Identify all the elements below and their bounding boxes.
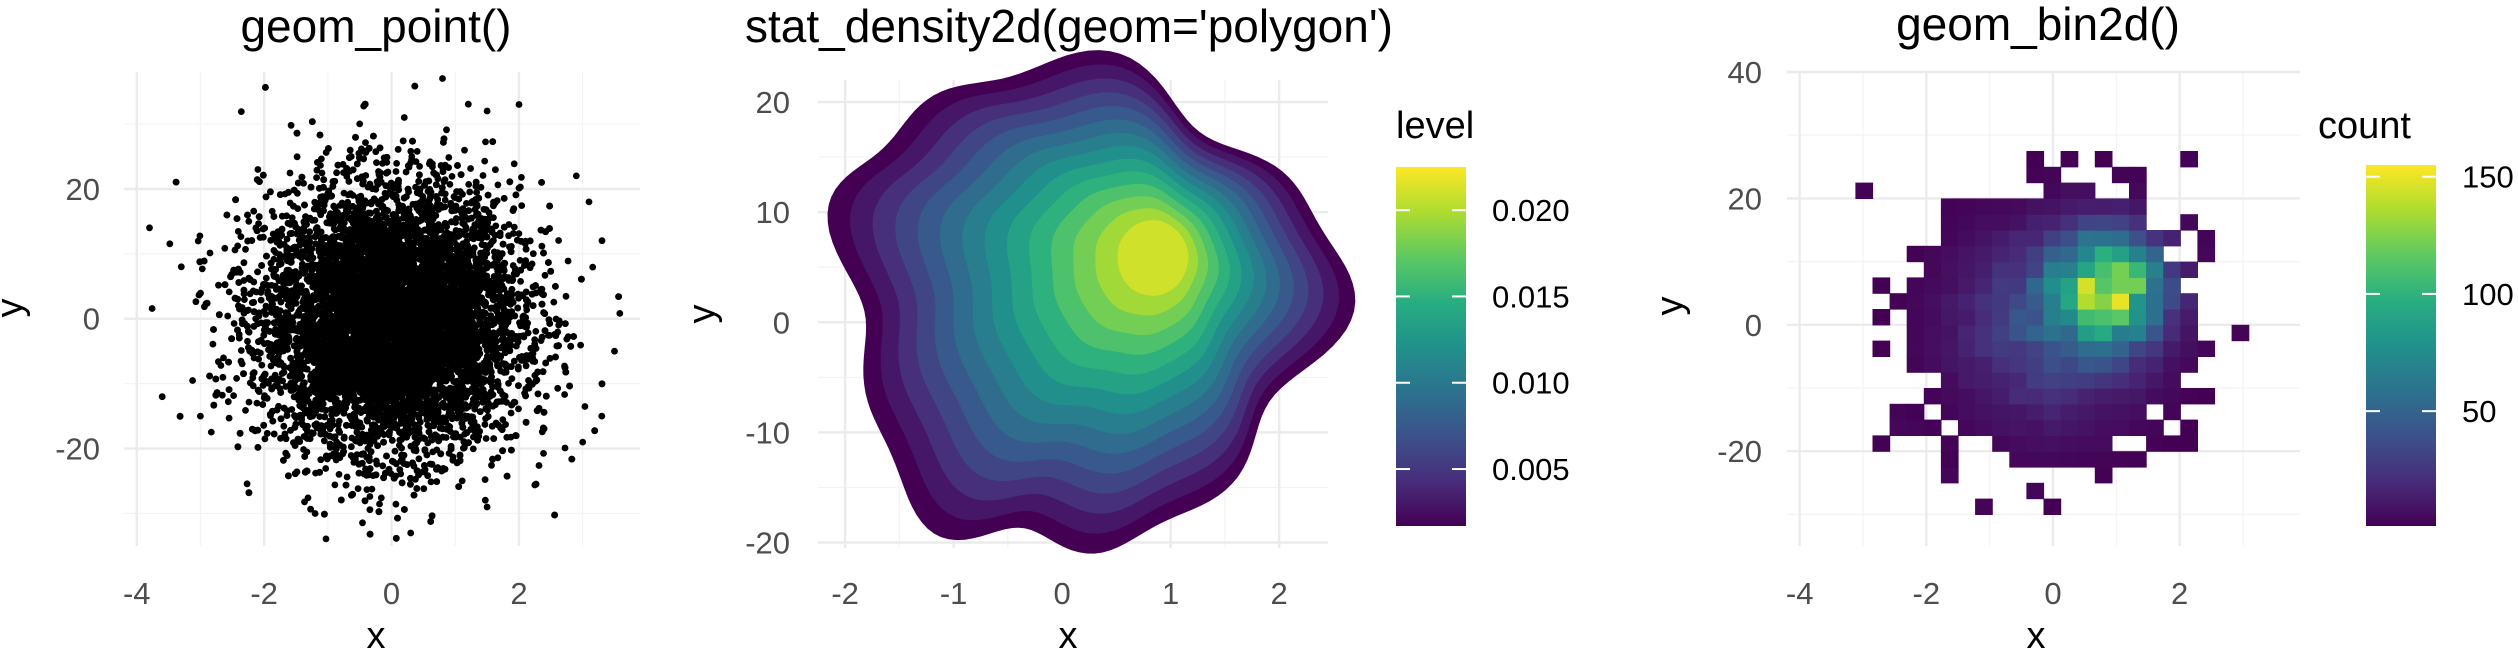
panel-1-points (146, 75, 624, 543)
data-point (286, 169, 294, 177)
data-point (396, 466, 404, 473)
data-point (280, 422, 288, 430)
data-point (393, 160, 400, 167)
data-point (258, 361, 266, 369)
data-point (219, 373, 227, 381)
data-point (322, 465, 330, 472)
data-point (322, 535, 330, 543)
data-point (261, 435, 269, 443)
data-point (245, 218, 253, 225)
data-point (589, 263, 597, 271)
data-point (461, 146, 468, 154)
data-point (518, 202, 526, 210)
data-point (464, 100, 472, 108)
data-point (561, 444, 569, 452)
data-point (148, 305, 156, 312)
data-point (482, 435, 490, 442)
data-point (218, 391, 226, 399)
data-point (225, 414, 233, 422)
data-point (293, 153, 301, 161)
data-point (494, 454, 502, 462)
data-point (407, 147, 415, 155)
data-point (259, 233, 267, 241)
data-point (363, 486, 371, 493)
data-point (349, 192, 357, 199)
panel-1-title: geom_point() (240, 0, 511, 52)
data-point (166, 240, 174, 248)
data-point (529, 250, 537, 258)
data-point (452, 227, 460, 234)
data-point (198, 265, 206, 273)
data-point (362, 139, 369, 147)
data-point (616, 310, 624, 317)
data-point (528, 260, 536, 268)
data-point (507, 409, 515, 417)
data-point (376, 500, 383, 508)
data-point (477, 183, 485, 191)
data-point (354, 485, 362, 492)
data-point (458, 477, 466, 485)
data-point (233, 375, 241, 382)
data-point (522, 362, 530, 370)
data-point (307, 505, 314, 513)
data-point (577, 341, 584, 349)
data-point (241, 296, 248, 303)
data-point (245, 398, 253, 406)
data-point (317, 456, 325, 464)
data-point (555, 237, 562, 244)
data-point (242, 245, 249, 253)
data-point (224, 312, 232, 320)
data-point (264, 288, 272, 295)
data-point (494, 181, 502, 189)
data-point (448, 173, 456, 180)
data-point (515, 405, 522, 413)
data-point (300, 180, 307, 187)
data-point (313, 174, 320, 182)
data-point (392, 168, 400, 175)
data-point (408, 153, 416, 160)
data-point (368, 485, 376, 493)
data-point (492, 222, 500, 230)
data-point (563, 335, 571, 343)
data-point (481, 421, 489, 428)
data-point (277, 298, 285, 306)
data-point (540, 450, 547, 457)
data-point (318, 169, 326, 177)
data-point (510, 223, 518, 231)
data-point (443, 126, 450, 134)
data-point (447, 428, 454, 435)
data-point (508, 375, 516, 382)
data-point (320, 437, 328, 445)
data-point (230, 320, 238, 327)
data-point (510, 357, 518, 365)
data-point (206, 249, 214, 257)
data-point (554, 384, 562, 392)
data-point (220, 354, 227, 362)
data-point (230, 392, 238, 399)
data-point (532, 328, 540, 335)
data-point (373, 159, 380, 167)
data-point (207, 428, 215, 436)
data-point (379, 462, 387, 470)
data-point (221, 244, 229, 252)
data-point (492, 166, 499, 174)
data-point (420, 485, 428, 493)
data-point (541, 271, 549, 279)
data-point (441, 196, 449, 204)
data-point (225, 288, 233, 296)
data-point (250, 207, 258, 215)
data-point (347, 443, 355, 451)
data-point (333, 169, 340, 177)
data-point (359, 519, 366, 527)
data-point (243, 480, 251, 488)
